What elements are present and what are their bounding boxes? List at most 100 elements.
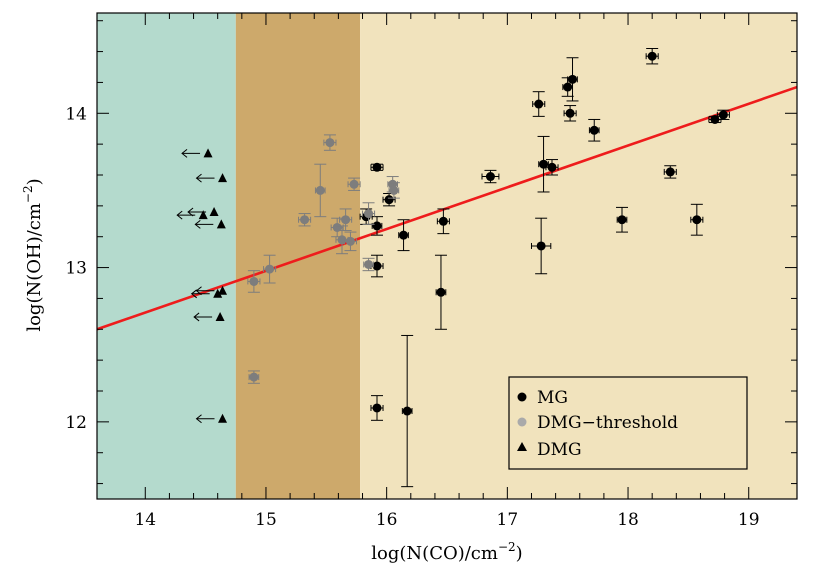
legend-label-dmg-threshold: DMG−threshold [537,413,678,433]
x-tick-label: 18 [617,510,639,530]
circle-marker [364,259,374,269]
circle-marker [692,215,702,225]
point-mg-11 [532,91,546,117]
x-tick-label: 14 [134,510,156,530]
circle-marker [534,99,544,109]
x-tick-label: 16 [376,510,398,530]
point-dmg-threshold-8 [339,208,353,232]
region-band-0 [97,13,236,499]
point-mg-2 [371,216,383,236]
limit-arrow-head [195,414,202,424]
point-dmg-4 [194,219,226,229]
limit-arrow-head [190,289,198,299]
point-mg-7 [401,334,414,488]
limit-arrow-head [193,312,200,322]
point-dmg-threshold-11 [362,202,376,225]
point-mg-24 [716,109,730,120]
point-dmg-threshold-4 [314,163,327,218]
point-dmg-threshold-0 [247,270,261,293]
x-axis-title: log(N(CO)/cm−2) [371,540,522,564]
region-band-2 [360,13,797,499]
limit-arrow-head [195,173,202,183]
circle-marker [384,195,394,205]
dmg-marker [198,210,208,220]
circle-marker [565,108,575,118]
circle-marker [485,172,495,182]
circle-marker [337,235,347,245]
point-dmg-0 [181,148,213,158]
dmg-marker [215,311,225,321]
point-dmg-1 [195,173,228,183]
circle-marker [341,215,351,225]
point-mg-1 [359,208,373,225]
circle-marker [436,287,446,297]
legend-marker-mg [517,392,527,402]
legend-marker-dmg [517,442,527,451]
point-dmg-6 [190,288,223,299]
limit-arrow-head [181,149,188,158]
circle-marker [372,162,382,172]
legend-marker-dmg-threshold [517,417,527,427]
fit-line [96,85,798,331]
y-axis-title: log(N(OH)/cm−2) [21,178,45,331]
point-mg-16 [566,57,579,102]
circle-marker [402,406,412,416]
circle-marker [349,179,359,189]
circle-marker [563,82,573,92]
point-dmg-threshold-5 [323,134,337,151]
dmg-marker [216,219,226,229]
dmg-marker [218,173,228,183]
point-mg-8 [436,208,450,235]
point-dmg-threshold-14 [387,182,400,199]
circle-marker [325,138,335,148]
point-mg-5 [397,219,410,252]
point-mg-19 [616,206,628,233]
point-dmg-threshold-12 [362,257,375,272]
circle-marker [372,261,382,271]
point-mg-0 [370,162,384,172]
point-dmg-threshold-10 [347,177,361,191]
plot-frame [96,12,798,500]
point-mg-9 [434,254,447,330]
circle-marker [249,372,259,382]
circle-marker [345,236,355,246]
region-band-1 [235,13,361,499]
x-tick-label: 15 [255,510,277,530]
circle-marker [389,185,399,195]
circle-marker [372,403,382,413]
y-tick-label: 13 [65,259,87,279]
point-dmg-threshold-9 [343,231,357,252]
circle-marker [589,125,599,135]
legend: MG DMG−threshold DMG [508,376,748,470]
circle-marker [647,51,657,61]
circle-marker [665,167,675,177]
legend-box [508,376,748,470]
circle-marker [617,215,627,225]
point-dmg-threshold-1 [263,254,277,284]
circle-marker [547,162,557,172]
background-regions [97,13,797,499]
point-mg-13 [530,217,552,275]
axis-ticks [97,13,797,499]
point-mg-22 [690,203,704,236]
fit-line-group [96,85,798,331]
circle-marker [332,222,342,232]
y-tick-label: 14 [65,104,87,124]
circle-marker [315,185,325,195]
dmg-marker [213,288,223,298]
point-dmg-threshold-3 [298,213,312,227]
point-dmg-7 [193,311,225,322]
data-points [176,47,730,488]
x-tick-label: 19 [738,510,760,530]
point-mg-10 [481,169,500,184]
circle-marker [568,74,578,84]
point-mg-20 [645,47,659,65]
point-mg-17 [563,105,577,122]
circle-marker [536,241,546,251]
point-mg-21 [663,165,677,179]
point-mg-6 [370,395,384,421]
point-dmg-8 [195,413,228,424]
point-mg-18 [588,118,601,142]
tick-labels: 14 15 16 17 18 19 12 13 14 [65,104,759,530]
